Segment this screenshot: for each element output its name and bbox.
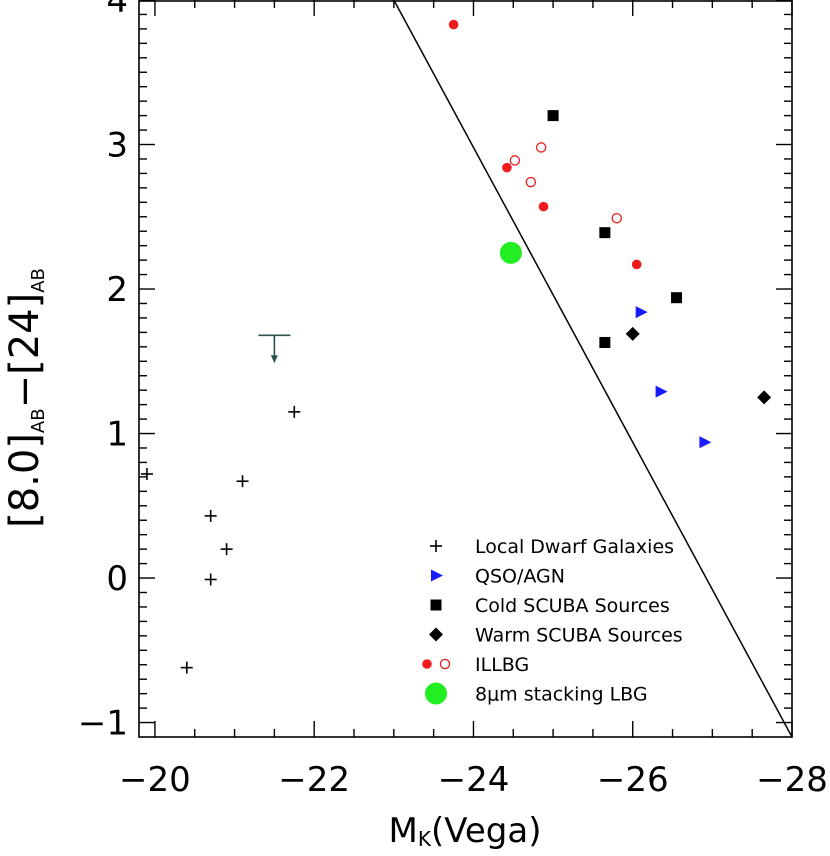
point-circle-open (509, 155, 521, 166)
point-diamond (625, 326, 640, 341)
point-square (547, 110, 559, 122)
point-plus (140, 467, 153, 480)
y-axis-title-sub1: AB (28, 408, 49, 433)
point-plus (204, 573, 217, 586)
x-tick-label: −20 (119, 760, 191, 800)
legend-marker-circle-pair (422, 658, 451, 670)
point-circle-big (499, 241, 522, 264)
x-tick-label: −22 (278, 760, 350, 800)
point-triangle (699, 436, 712, 449)
y-tick-label: 2 (106, 270, 128, 310)
point-circle-filled (502, 162, 512, 173)
y-tick-label: 4 (106, 0, 128, 21)
point-circle-open (525, 176, 537, 188)
point-plus (288, 405, 301, 418)
point-triangle (635, 306, 648, 319)
legend: Local Dwarf Galaxies QSO/AGN Cold SCUBA So… (422, 536, 683, 706)
point-plus (204, 509, 217, 522)
y-axis-title-sub2: AB (28, 268, 49, 293)
y-tick-label: 0 (106, 559, 128, 599)
x-tick-label: −24 (438, 760, 510, 800)
y-tick-label: −1 (78, 704, 128, 744)
point-plus (236, 475, 249, 488)
point-circle-filled (631, 259, 642, 270)
upper-limit-arrow (270, 355, 278, 364)
reference-line (393, 0, 793, 738)
plot-frame (138, 0, 793, 738)
legend-marker-circle-pair-filled (422, 659, 432, 669)
reference-line-layer (258, 0, 793, 738)
point-diamond (757, 390, 772, 405)
x-tick-label: −28 (756, 760, 828, 800)
legend-marker-plus (430, 540, 442, 552)
legend-label: Warm SCUBA Sources (475, 625, 683, 647)
point-circle-filled (448, 19, 459, 30)
x-tick-label: −26 (597, 760, 669, 800)
legend-marker-square (430, 599, 442, 611)
point-triangle (655, 385, 668, 398)
legend-marker-diamond (429, 627, 443, 642)
legend-marker-triangle (431, 569, 443, 582)
point-circle-filled (538, 201, 549, 212)
x-tick-labels: −20 −22 −24 −26 −28 (119, 760, 828, 800)
x-axis-title-tail: (Vega) (431, 811, 541, 851)
point-circle-open (611, 212, 623, 224)
legend-label: ILLBG (475, 654, 529, 676)
point-plus (220, 543, 233, 556)
ticks-layer (139, 0, 793, 737)
legend-label: 8μm stacking LBG (475, 684, 648, 706)
point-square (599, 336, 611, 348)
y-axis-title-part2: [24] (2, 293, 48, 375)
legend-label: Local Dwarf Galaxies (475, 536, 674, 558)
y-tick-label: 3 (106, 126, 128, 166)
legend-marker-circle-pair-open (439, 658, 451, 670)
x-axis-title-main: M (389, 811, 418, 851)
point-square (599, 227, 611, 239)
point-square (671, 292, 683, 304)
points-layer (140, 19, 772, 674)
legend-label: Cold SCUBA Sources (475, 595, 670, 617)
legend-label: QSO/AGN (475, 566, 565, 588)
y-axis-title-part1: [8.0] (2, 433, 48, 528)
legend-marker-circle-big (425, 682, 447, 705)
y-tick-label: 1 (106, 415, 128, 455)
x-axis-title-sub: K (418, 827, 432, 851)
point-plus (180, 661, 193, 674)
x-axis-title: MK(Vega) (389, 811, 542, 851)
y-axis-title-minus: − (2, 375, 48, 409)
y-axis-title: [8.0]AB−[24]AB (2, 268, 49, 528)
y-tick-labels: −1 0 1 2 3 4 (78, 0, 128, 744)
point-circle-open (535, 142, 547, 153)
